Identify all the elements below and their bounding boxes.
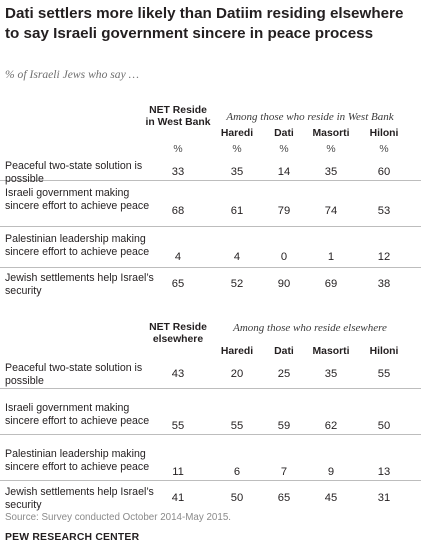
table-cell: 35 [324,368,338,380]
table-cell: 74 [324,205,338,217]
table-cell: 35 [230,166,244,178]
table-cell: 52 [230,278,244,290]
table-cell: 25 [277,368,291,380]
column-header-masorti: Masorti [312,346,350,357]
table-cell: 53 [377,205,391,217]
row-divider [0,434,421,435]
pew-logo: PEW RESEARCH CENTER [5,532,140,543]
table-cell: 0 [280,251,288,263]
table-cell: 62 [324,420,338,432]
table-cell: 61 [230,205,244,217]
table-cell: 4 [233,251,241,263]
row-label: Peaceful two-state solution is possible [5,362,143,387]
row-divider [0,480,421,481]
chart-title: Dati settlers more likely than Datiim re… [5,5,404,42]
table-cell: 55 [171,420,185,432]
column-header-hiloni: Hiloni [369,346,399,357]
table-cell: 4 [174,251,182,263]
table-cell: 9 [327,466,335,478]
table-cell: 55 [230,420,244,432]
table-cell: 35 [324,166,338,178]
table-cell: 20 [230,368,244,380]
table-cell: 43 [171,368,185,380]
table-cell: 1 [327,251,335,263]
row-divider [0,267,421,268]
group-label: Among those who reside elsewhere [233,322,387,334]
table-cell: 14 [277,166,291,178]
row-label: Peaceful two-state solution is possible [5,160,143,185]
table-cell: 55 [377,368,391,380]
percent-sign: % [326,144,336,155]
row-label: Israeli government making sincere effort… [5,187,150,212]
table-cell: 69 [324,278,338,290]
table-cell: 12 [377,251,391,263]
column-header-masorti: Masorti [312,128,350,139]
table-cell: 50 [377,420,391,432]
table-cell: 79 [277,205,291,217]
row-divider [0,388,421,389]
table-cell: 31 [377,492,391,504]
table-cell: 41 [171,492,185,504]
row-label: Israeli government making sincere effort… [5,402,150,427]
net-header: NET Reside in West Bank [145,105,211,128]
column-header-dati: Dati [274,128,294,139]
table-cell: 45 [324,492,338,504]
table-cell: 50 [230,492,244,504]
table-cell: 6 [233,466,241,478]
table-cell: 7 [280,466,288,478]
table-cell: 60 [377,166,391,178]
table-cell: 65 [277,492,291,504]
percent-sign: % [232,144,242,155]
row-divider [0,180,421,181]
row-label: Jewish settlements help Israel’s securit… [5,272,154,297]
table-cell: 68 [171,205,185,217]
row-divider [0,226,421,227]
group-label: Among those who reside in West Bank [226,111,394,123]
table-cell: 65 [171,278,185,290]
chart-subtitle: % of Israeli Jews who say … [5,68,139,81]
table-cell: 90 [277,278,291,290]
table-cell: 59 [277,420,291,432]
source-note: Source: Survey conducted October 2014-Ma… [5,512,232,523]
percent-sign: % [379,144,389,155]
percent-sign: % [279,144,289,155]
column-header-hiloni: Hiloni [369,128,399,139]
net-header: NET Reside elsewhere [149,322,207,345]
table-cell: 13 [377,466,391,478]
row-label: Jewish settlements help Israel’s securit… [5,486,154,511]
table-cell: 11 [172,466,184,478]
column-header-haredi: Haredi [220,128,254,139]
percent-sign: % [173,144,183,155]
table-cell: 33 [171,166,185,178]
row-label: Palestinian leadership making sincere ef… [5,233,150,258]
row-label: Palestinian leadership making sincere ef… [5,448,150,473]
column-header-haredi: Haredi [220,346,254,357]
column-header-dati: Dati [274,346,294,357]
table-cell: 38 [377,278,391,290]
